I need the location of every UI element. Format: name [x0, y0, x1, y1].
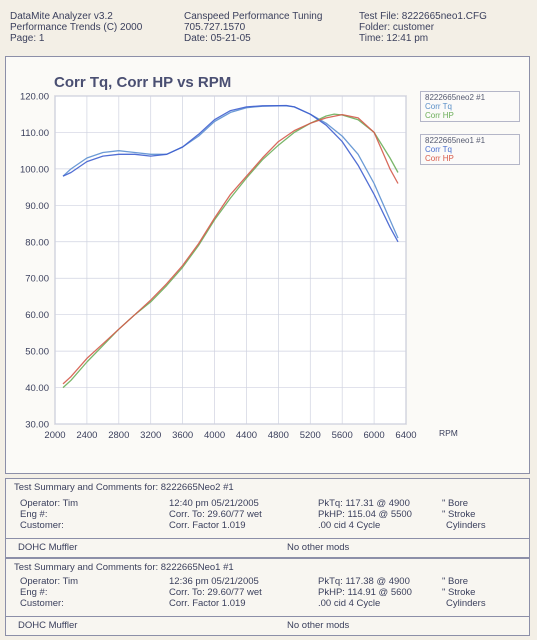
bore: " Bore: [442, 576, 469, 587]
comment-mid: No other mods: [287, 620, 350, 631]
correction-factor: Corr. Factor 1.019: [169, 520, 246, 531]
comments-row: DOHC Muffler No other mods: [6, 616, 529, 633]
customer: Customer:: [20, 520, 64, 531]
legend-item-horsepower: Corr HP: [425, 111, 454, 120]
legend-item-torque: Corr Tq: [425, 145, 452, 154]
comment-left: DOHC Muffler: [18, 542, 78, 553]
y-tick-label: 40.00: [25, 383, 49, 394]
test-file: Test File: 8222665neo1.CFG: [359, 11, 487, 22]
legend-item-torque: Corr Tq: [425, 102, 452, 111]
x-tick-label: 5600: [332, 430, 353, 441]
series-line-3: [62, 104, 399, 243]
peak-horsepower: PkHP: 115.04 @ 5500: [318, 509, 412, 520]
x-tick-label: 4800: [268, 430, 289, 441]
summary-title: Test Summary and Comments for: 8222665Ne…: [14, 482, 234, 493]
y-tick-label: 80.00: [25, 237, 49, 248]
chart-title: Corr Tq, Corr HP vs RPM: [54, 74, 231, 91]
legend-neo1: 8222665neo1 #1 Corr Tq Corr HP: [420, 134, 520, 165]
correction-to: Corr. To: 29.60/77 wet: [169, 587, 262, 598]
x-axis-label: RPM: [439, 428, 458, 438]
engine-number: Eng #:: [20, 587, 48, 598]
comments-row: DOHC Muffler No other mods: [6, 538, 529, 555]
copyright: Performance Trends (C) 2000: [10, 22, 143, 33]
customer: Customer:: [20, 598, 64, 609]
y-tick-label: 110.00: [21, 128, 49, 139]
comment-left: DOHC Muffler: [18, 620, 78, 631]
cylinders: Cylinders: [446, 520, 486, 531]
cylinders: Cylinders: [446, 598, 486, 609]
peak-torque: PkTq: 117.38 @ 4900: [318, 576, 410, 587]
x-tick-label: 3200: [140, 430, 161, 441]
chart: 2000 2400 2800 3200 3600 4000 4400 4800 5200 5600…: [20, 74, 458, 441]
company-name: Canspeed Performance Tuning: [184, 11, 323, 22]
app-name: DataMite Analyzer v3.2: [10, 11, 113, 22]
test-summary-neo1: Test Summary and Comments for: 8222665Ne…: [5, 558, 530, 636]
x-tick-label: 4000: [204, 430, 225, 441]
operator: Operator: Tim: [20, 498, 79, 509]
page-number: Page: 1: [10, 33, 45, 44]
bore: " Bore: [442, 498, 469, 509]
x-tick-label: 6400: [395, 430, 416, 441]
x-tick-label: 2400: [76, 430, 97, 441]
plot-area: [54, 95, 407, 425]
chart-frame: 2000 2400 2800 3200 3600 4000 4400 4800 5200 5600…: [5, 56, 530, 474]
x-tick-label: 3600: [172, 430, 193, 441]
y-tick-label: 120.00: [20, 92, 49, 103]
peak-horsepower: PkHP: 114.91 @ 5600: [318, 587, 412, 598]
header-mid: Canspeed Performance Tuning 705.727.1570…: [184, 11, 322, 44]
legend-title: 8222665neo1 #1: [425, 136, 486, 145]
correction-factor: Corr. Factor 1.019: [169, 598, 246, 609]
test-time: 12:36 pm 05/21/2005: [169, 576, 259, 587]
header-right: Test File: 8222665neo1.CFG Folder: custo…: [359, 11, 487, 44]
summary-title: Test Summary and Comments for: 8222665Ne…: [14, 562, 234, 573]
folder: Folder: customer: [359, 22, 435, 33]
y-tick-label: 50.00: [25, 347, 49, 358]
report-date: Date: 05-21-05: [184, 33, 251, 44]
company-phone: 705.727.1570: [184, 22, 246, 33]
test-summary-neo2: Test Summary and Comments for: 8222665Ne…: [5, 478, 530, 558]
peak-torque: PkTq: 117.31 @ 4900: [318, 498, 410, 509]
engine-cid: .00 cid 4 Cycle: [318, 520, 381, 531]
x-tick-label: 5200: [300, 430, 321, 441]
stroke: " Stroke: [442, 587, 476, 598]
engine-number: Eng #:: [20, 509, 48, 520]
test-time: 12:40 pm 05/21/2005: [169, 498, 259, 509]
legend-title: 8222665neo2 #1: [425, 93, 486, 102]
series-line-1: [62, 105, 399, 239]
legend-item-horsepower: Corr HP: [425, 154, 454, 163]
comment-mid: No other mods: [287, 542, 350, 553]
x-tick-label: 4400: [236, 430, 257, 441]
y-tick-label: 100.00: [20, 164, 49, 175]
x-tick-label: 6000: [364, 430, 385, 441]
report-time: Time: 12:41 pm: [359, 33, 429, 44]
y-tick-label: 30.00: [25, 420, 49, 431]
legend-neo2: 8222665neo2 #1 Corr Tq Corr HP: [420, 91, 520, 122]
engine-cid: .00 cid 4 Cycle: [318, 598, 381, 609]
correction-to: Corr. To: 29.60/77 wet: [169, 509, 262, 520]
series-line-4: [62, 113, 399, 385]
header-left: DataMite Analyzer v3.2 Performance Trend…: [10, 11, 142, 44]
x-tick-label: 2800: [108, 430, 129, 441]
x-tick-label: 2000: [44, 430, 65, 441]
stroke: " Stroke: [442, 509, 476, 520]
y-tick-label: 90.00: [25, 201, 49, 212]
y-tick-label: 70.00: [25, 274, 49, 285]
operator: Operator: Tim: [20, 576, 79, 587]
y-tick-label: 60.00: [25, 310, 49, 321]
